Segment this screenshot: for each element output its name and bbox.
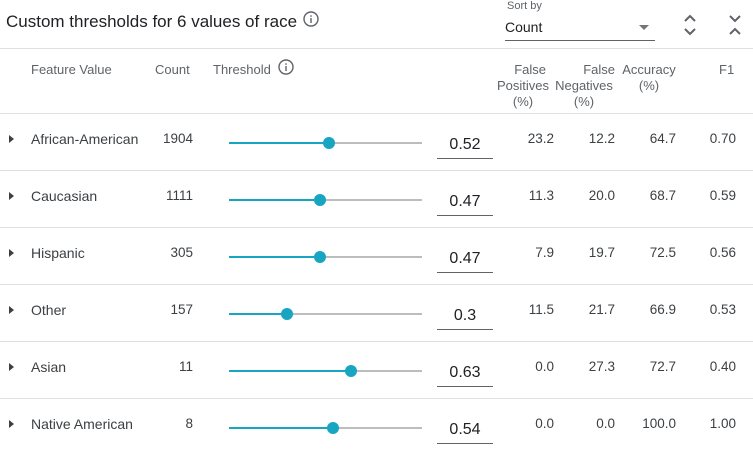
threshold-slider-fill bbox=[229, 199, 320, 201]
col-fp-line1: False bbox=[514, 62, 546, 77]
col-fp-line3: (%) bbox=[512, 94, 534, 109]
threshold-input[interactable]: 0.52 bbox=[437, 130, 493, 159]
col-acc-line1: Accuracy bbox=[622, 62, 676, 77]
table-row: Caucasian 1111 0.47 11.3 20.0 68.7 0.59 bbox=[0, 170, 753, 228]
expand-collapse-icon[interactable] bbox=[683, 14, 697, 41]
accuracy-value: 64.7 bbox=[649, 131, 676, 146]
false-negatives-value: 20.0 bbox=[588, 188, 615, 203]
threshold-slider-fill bbox=[229, 370, 351, 372]
threshold-slider-thumb[interactable] bbox=[313, 194, 326, 206]
threshold-input[interactable]: 0.3 bbox=[437, 301, 493, 330]
f1-value: 0.53 bbox=[709, 302, 736, 317]
col-fp-line2: Positives bbox=[496, 78, 550, 93]
accuracy-value: 72.7 bbox=[649, 359, 676, 374]
f1-value: 0.56 bbox=[709, 245, 736, 260]
count-value: 305 bbox=[170, 245, 193, 260]
false-positives-value: 11.5 bbox=[528, 302, 554, 317]
col-false-positives: False Positives (%) bbox=[493, 62, 553, 110]
count-value: 157 bbox=[170, 302, 193, 317]
false-negatives-value: 0.0 bbox=[596, 416, 615, 431]
threshold-slider-thumb[interactable] bbox=[344, 365, 357, 377]
panel-title: Custom thresholds for 6 values of race bbox=[6, 10, 319, 32]
false-negatives-value: 19.7 bbox=[588, 245, 615, 260]
false-negatives-value: 12.2 bbox=[588, 131, 615, 146]
threshold-input[interactable]: 0.47 bbox=[437, 244, 493, 273]
threshold-slider[interactable] bbox=[229, 365, 422, 377]
threshold-slider-thumb[interactable] bbox=[280, 308, 293, 320]
accuracy-value: 66.9 bbox=[649, 302, 676, 317]
col-fn-line1: False bbox=[583, 62, 615, 77]
threshold-input[interactable]: 0.54 bbox=[437, 415, 493, 444]
col-f1: F1 bbox=[719, 62, 735, 77]
table-row: Hispanic 305 0.47 7.9 19.7 72.5 0.56 bbox=[0, 227, 753, 285]
threshold-slider-thumb[interactable] bbox=[327, 422, 340, 434]
accuracy-value: 72.5 bbox=[649, 245, 676, 260]
threshold-slider[interactable] bbox=[229, 251, 422, 263]
table-row: Other 157 0.3 11.5 21.7 66.9 0.53 bbox=[0, 284, 753, 342]
threshold-info-icon[interactable] bbox=[278, 59, 295, 79]
threshold-slider[interactable] bbox=[229, 194, 422, 206]
feature-value: Native American bbox=[31, 416, 133, 432]
sort-by-select[interactable]: Count bbox=[505, 14, 655, 41]
col-accuracy: Accuracy (%) bbox=[619, 62, 679, 94]
threshold-slider[interactable] bbox=[229, 137, 422, 149]
count-value: 1904 bbox=[162, 131, 193, 146]
threshold-slider[interactable] bbox=[229, 308, 422, 320]
false-negatives-value: 21.7 bbox=[588, 302, 615, 317]
sort-by-value: Count bbox=[505, 19, 543, 35]
col-threshold-label: Threshold bbox=[213, 62, 271, 77]
expand-row-icon[interactable] bbox=[9, 306, 14, 314]
col-fn-line2: Negatives bbox=[555, 78, 613, 93]
feature-value: Hispanic bbox=[31, 245, 85, 261]
col-count: Count bbox=[155, 62, 190, 77]
threshold-slider-thumb[interactable] bbox=[313, 251, 326, 263]
expand-row-icon[interactable] bbox=[9, 192, 14, 200]
accuracy-value: 100.0 bbox=[642, 416, 676, 431]
panel-title-text: Custom thresholds for 6 values of race bbox=[6, 12, 298, 31]
col-fn-line3: (%) bbox=[573, 94, 595, 109]
count-value: 8 bbox=[185, 416, 193, 431]
f1-value: 0.70 bbox=[709, 131, 736, 146]
table-row: Native American 8 0.54 0.0 0.0 100.0 1.00 bbox=[0, 398, 753, 456]
threshold-slider-fill bbox=[229, 313, 287, 315]
f1-value: 0.40 bbox=[709, 359, 736, 374]
table-row: African-American 1904 0.52 23.2 12.2 64.7 0.70 bbox=[0, 113, 753, 171]
col-threshold: Threshold bbox=[213, 59, 295, 79]
f1-value: 1.00 bbox=[709, 416, 736, 431]
f1-value: 0.59 bbox=[709, 188, 736, 203]
expand-row-icon[interactable] bbox=[9, 420, 14, 428]
threshold-input[interactable]: 0.63 bbox=[437, 358, 493, 387]
col-feature-value: Feature Value bbox=[31, 62, 112, 77]
false-positives-value: 23.2 bbox=[527, 131, 554, 146]
collapse-all-icon[interactable] bbox=[728, 14, 742, 41]
feature-value: Other bbox=[31, 302, 67, 318]
threshold-slider[interactable] bbox=[229, 422, 422, 434]
dropdown-arrow-icon bbox=[639, 25, 649, 30]
col-false-negatives: False Negatives (%) bbox=[553, 62, 615, 110]
feature-value: Asian bbox=[31, 359, 67, 375]
feature-value: Caucasian bbox=[31, 188, 98, 204]
false-positives-value: 11.3 bbox=[528, 188, 554, 203]
threshold-slider-fill bbox=[229, 427, 334, 429]
threshold-slider-thumb[interactable] bbox=[323, 137, 336, 149]
sort-by-label: Sort by bbox=[507, 0, 542, 12]
false-positives-value: 7.9 bbox=[535, 245, 554, 260]
info-icon[interactable] bbox=[303, 10, 319, 32]
false-positives-value: 0.0 bbox=[535, 416, 554, 431]
table-row: Asian 11 0.63 0.0 27.3 72.7 0.40 bbox=[0, 341, 753, 399]
expand-row-icon[interactable] bbox=[9, 249, 14, 257]
count-value: 11 bbox=[178, 359, 193, 374]
false-negatives-value: 27.3 bbox=[588, 359, 615, 374]
threshold-slider-fill bbox=[229, 256, 320, 258]
expand-row-icon[interactable] bbox=[9, 135, 14, 143]
threshold-input[interactable]: 0.47 bbox=[437, 187, 493, 216]
feature-value: African-American bbox=[31, 131, 139, 147]
col-acc-line2: (%) bbox=[638, 78, 660, 93]
expand-row-icon[interactable] bbox=[9, 363, 14, 371]
accuracy-value: 68.7 bbox=[649, 188, 676, 203]
panel-header: Custom thresholds for 6 values of race S… bbox=[0, 0, 753, 49]
false-positives-value: 0.0 bbox=[535, 359, 554, 374]
count-value: 1111 bbox=[165, 188, 193, 203]
threshold-slider-fill bbox=[229, 142, 330, 144]
